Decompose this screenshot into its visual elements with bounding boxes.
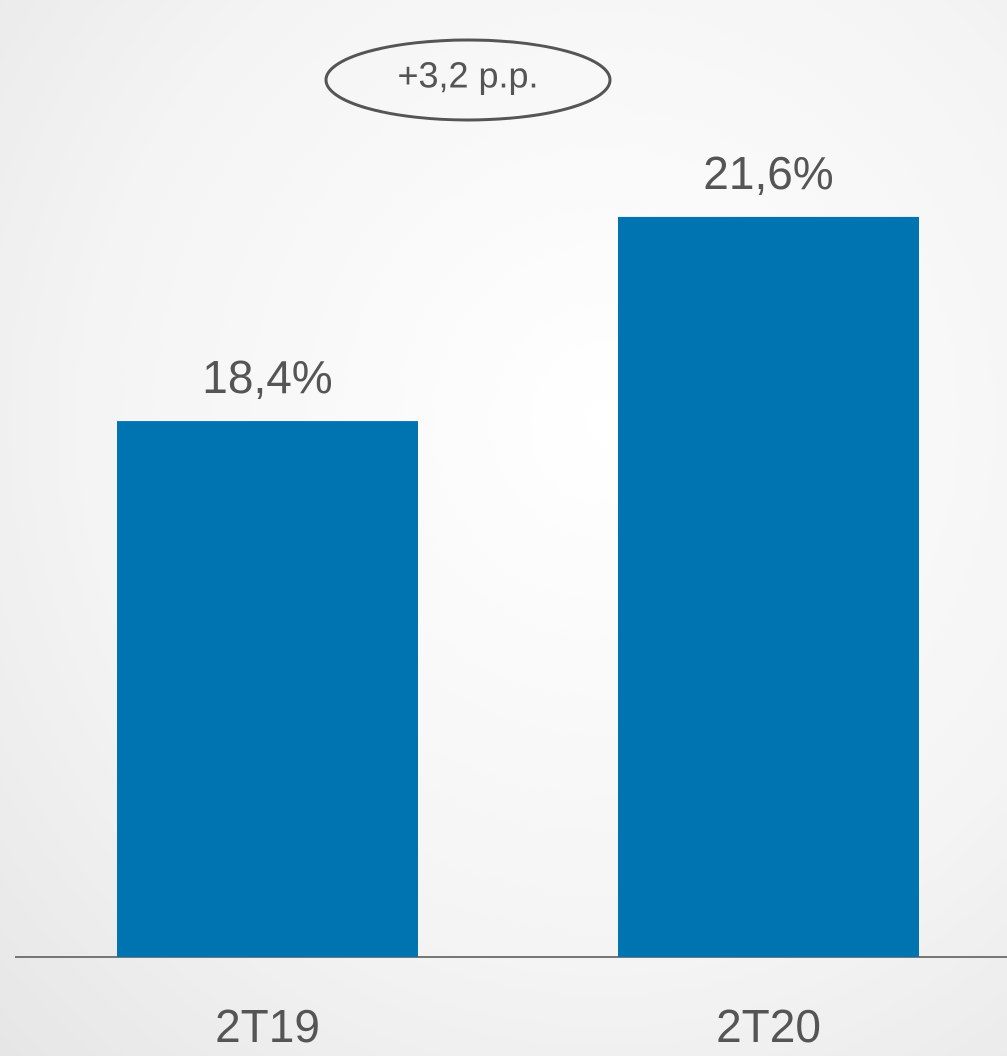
x-tick-label: 2T20 [716, 1000, 821, 1052]
value-label: 18,4% [202, 351, 332, 403]
annotation-ellipse [324, 38, 612, 122]
annotation: +3,2 p.p. [397, 55, 538, 96]
bar [618, 216, 919, 958]
value-label: 21,6% [703, 147, 833, 199]
x-tick-label: 2T19 [215, 1000, 320, 1052]
bar [117, 421, 418, 958]
